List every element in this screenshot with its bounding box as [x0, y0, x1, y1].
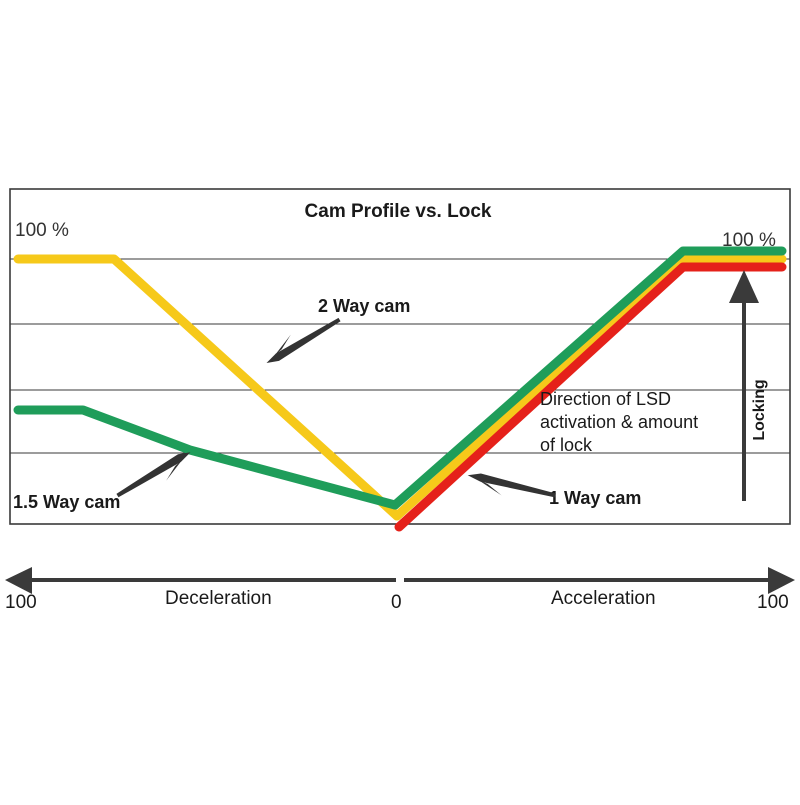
svg-text:1 Way cam: 1 Way cam — [549, 488, 641, 508]
svg-text:2 Way cam: 2 Way cam — [318, 296, 410, 316]
svg-text:Acceleration: Acceleration — [551, 588, 656, 609]
svg-text:100: 100 — [5, 592, 37, 613]
svg-text:100 %: 100 % — [15, 220, 69, 241]
svg-text:0: 0 — [391, 592, 402, 613]
svg-text:Direction of LSD: Direction of LSD — [540, 389, 671, 409]
svg-text:Locking: Locking — [751, 379, 768, 440]
svg-text:1.5 Way cam: 1.5 Way cam — [13, 492, 120, 512]
svg-text:100: 100 — [757, 592, 789, 613]
svg-text:of lock: of lock — [540, 435, 593, 455]
svg-text:Deceleration: Deceleration — [165, 588, 272, 609]
svg-text:activation & amount: activation & amount — [540, 412, 698, 432]
svg-text:Cam Profile vs. Lock: Cam Profile vs. Lock — [305, 201, 492, 222]
